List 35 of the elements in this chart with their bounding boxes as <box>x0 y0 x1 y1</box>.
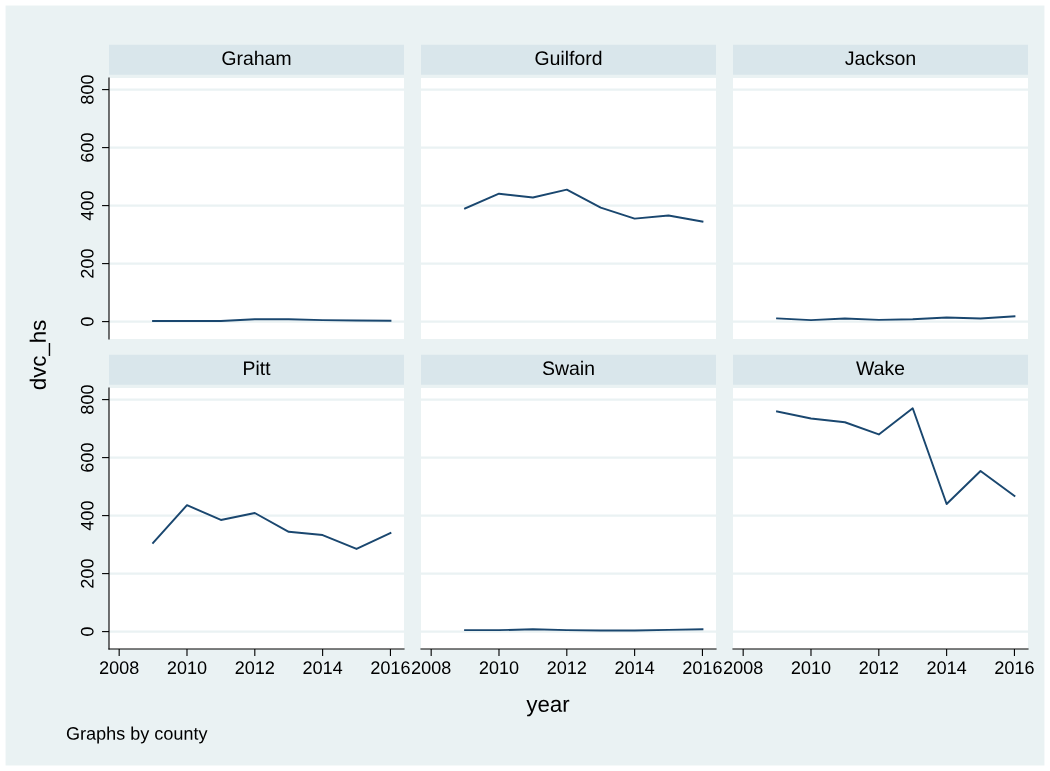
y-tick-label: 0 <box>80 627 94 636</box>
x-tick-label: 2012 <box>235 661 274 675</box>
x-tick-label: 2014 <box>927 661 967 675</box>
x-tick-label: 2014 <box>303 661 343 675</box>
x-axis-title: year <box>526 699 570 717</box>
y-tick-label: 400 <box>80 501 94 531</box>
y-tick-label: 600 <box>80 133 94 162</box>
y-tick-label: 600 <box>80 443 94 472</box>
x-tick-label: 2010 <box>791 661 831 675</box>
y-tick-label: 800 <box>80 75 94 104</box>
x-tick-label: 2008 <box>412 661 451 675</box>
x-tick-label: 2010 <box>479 661 519 675</box>
x-tick-label: 2008 <box>724 661 763 675</box>
chart-title: Pitt <box>244 360 271 376</box>
text: Graphs by county <box>66 726 208 744</box>
x-tick-label: 2014 <box>615 661 655 675</box>
x-tick-label: 2016 <box>683 661 722 675</box>
y-tick-label: 800 <box>80 385 94 414</box>
y-tick-label: 0 <box>80 317 94 326</box>
x-tick-label: 2016 <box>371 661 410 675</box>
line-series <box>152 504 392 550</box>
y-tick-label: 400 <box>80 191 94 221</box>
chart-title: Wake <box>856 360 905 376</box>
y-tick-label: 200 <box>80 249 94 278</box>
y-tick-label: 200 <box>80 559 94 588</box>
x-tick-label: 2012 <box>547 661 586 675</box>
y-axis-title: dvc_hs <box>29 320 51 390</box>
chart-title: Swain <box>542 360 594 376</box>
x-tick-label: 2012 <box>859 661 898 675</box>
x-tick-label: 2008 <box>100 661 139 675</box>
chart-title: Graham <box>222 50 291 66</box>
x-tick-label: 2010 <box>167 661 207 675</box>
chart-title: Jackson <box>845 50 915 66</box>
x-tick-label: 2016 <box>995 661 1034 675</box>
chart-title: Guilford <box>535 50 602 66</box>
